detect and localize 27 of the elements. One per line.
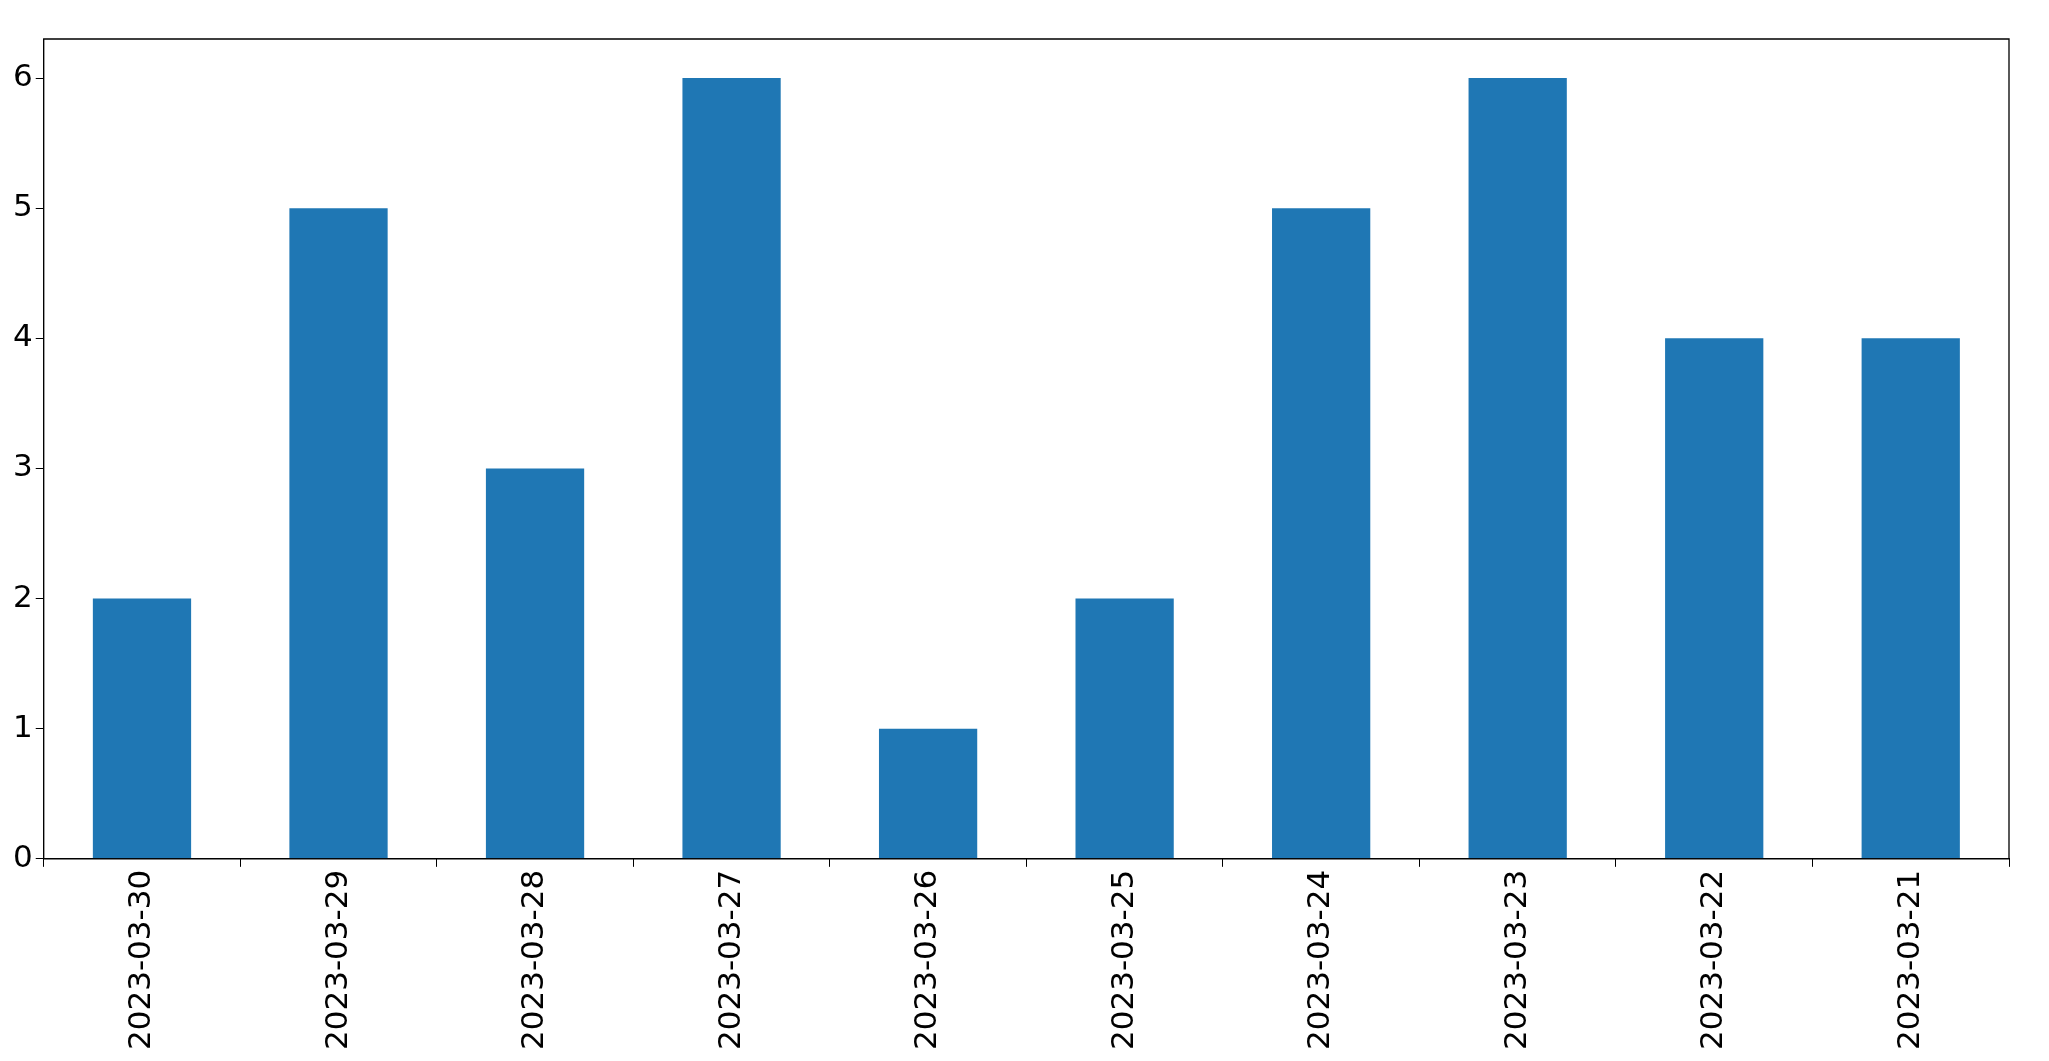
y-tick-label: 5 xyxy=(12,187,33,224)
bar xyxy=(92,598,192,859)
bar xyxy=(485,468,585,859)
bar xyxy=(1861,338,1960,859)
bar xyxy=(1272,208,1371,859)
bar xyxy=(878,728,978,859)
y-tick-label: 2 xyxy=(12,577,33,614)
bar xyxy=(1665,338,1764,859)
bar xyxy=(1468,78,1567,859)
y-tick-label: 0 xyxy=(12,837,33,874)
x-tick-label: 2023-03-23 xyxy=(1496,869,1533,1051)
bar xyxy=(1075,598,1174,859)
x-tick-label: 2023-03-22 xyxy=(1693,869,1730,1051)
bar xyxy=(289,208,388,859)
x-tick-label: 2023-03-25 xyxy=(1103,869,1140,1051)
x-tick-label: 2023-03-21 xyxy=(1889,869,1926,1051)
y-tick-label: 4 xyxy=(12,317,33,354)
y-tick-label: 6 xyxy=(12,57,33,94)
x-tick-label: 2023-03-24 xyxy=(1300,869,1337,1051)
x-tick-label: 2023-03-27 xyxy=(710,869,747,1051)
bar xyxy=(682,78,781,859)
x-tick-label: 2023-03-29 xyxy=(317,869,354,1051)
x-tick-label: 2023-03-28 xyxy=(514,869,551,1051)
y-tick-label: 3 xyxy=(12,447,33,484)
x-tick-label: 2023-03-26 xyxy=(907,869,944,1051)
y-tick-label: 1 xyxy=(12,707,33,744)
x-tick-label: 2023-03-30 xyxy=(121,869,158,1051)
